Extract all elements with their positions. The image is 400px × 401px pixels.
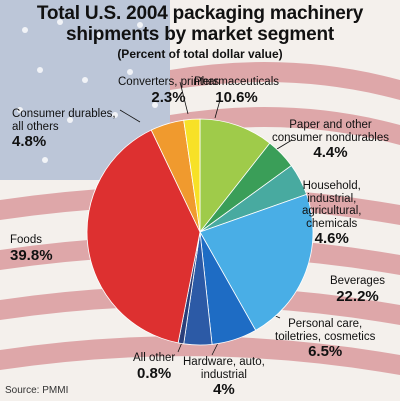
leader-line-durables [119,109,141,123]
label-foods-name: Foods [10,234,42,246]
label-hardware-name-1: Hardware, auto, [183,356,265,368]
label-converters: Converters, printers 2.3% [118,76,219,106]
label-household: Household, industrial, agricultural, che… [302,180,361,247]
label-personal-care-name-1: Personal care, [288,318,363,330]
leader-line-hardware [211,342,219,356]
label-personal-care-value: 6.5% [308,343,343,360]
label-pharmaceuticals: Pharmaceuticals 10.6% [194,76,279,106]
leader-line-pharma [214,99,221,119]
label-all-other-name: All other [133,352,176,364]
label-foods-value: 39.8% [10,246,53,264]
label-consumer-durables: Consumer durables, all others 4.8% [12,108,116,150]
pie-slice-foods [86,129,201,344]
chart-title: Total U.S. 2004 packaging machinery ship… [0,3,400,45]
label-household-name-2: industrial, [307,192,357,205]
label-personal-care-name-2: toiletries, cosmetics [275,330,376,343]
label-beverages-name: Beverages [330,275,385,287]
leader-line-converters [179,81,189,115]
label-consumer-durables-value: 4.8% [12,133,47,150]
label-household-value: 4.6% [314,230,349,247]
label-hardware-value: 4% [213,381,235,398]
label-converters-value: 2.3% [151,88,186,106]
label-household-name-3: agricultural, [302,205,362,217]
label-pharmaceuticals-value: 10.6% [215,88,258,106]
label-household-name-4: chemicals [306,217,358,230]
label-household-name-1: Household, [302,180,361,192]
pie-slice-pharmaceuticals [199,118,271,234]
label-hardware-name-2: industrial [200,368,247,381]
label-all-other-value: 0.8% [136,364,172,382]
label-personal-care: Personal care, toiletries, cosmetics 6.5… [275,318,375,360]
label-beverages: Beverages 22.2% [330,275,385,305]
label-all-other: All other 0.8% [133,352,175,382]
pie-slices [86,118,314,346]
label-beverages-value: 22.2% [336,287,379,305]
chart-subtitle: (Percent of total dollar value) [117,47,283,61]
source-note: Source: PMMI [5,385,69,396]
label-paper-name-2: consumer nondurables [272,131,389,144]
label-paper-value: 4.4% [313,144,348,161]
label-pharmaceuticals-name: Pharmaceuticals [194,76,280,88]
label-paper-name-1: Paper and other [289,119,372,131]
pie-slice-beverages [199,193,314,331]
label-consumer-durables-name-1: Consumer durables, [12,108,116,120]
chart-title-line2: shipments by market segment [65,24,335,45]
label-consumer-durables-name-2: all others [12,120,59,133]
label-converters-name: Converters, printers [118,76,219,88]
label-hardware: Hardware, auto, industrial 4% [183,356,265,398]
pie-slice-converters-printers [183,118,201,233]
label-paper: Paper and other consumer nondurables 4.4… [272,119,389,161]
label-foods: Foods 39.8% [10,234,53,264]
chart-title-line1: Total U.S. 2004 packaging machinery [36,3,364,24]
